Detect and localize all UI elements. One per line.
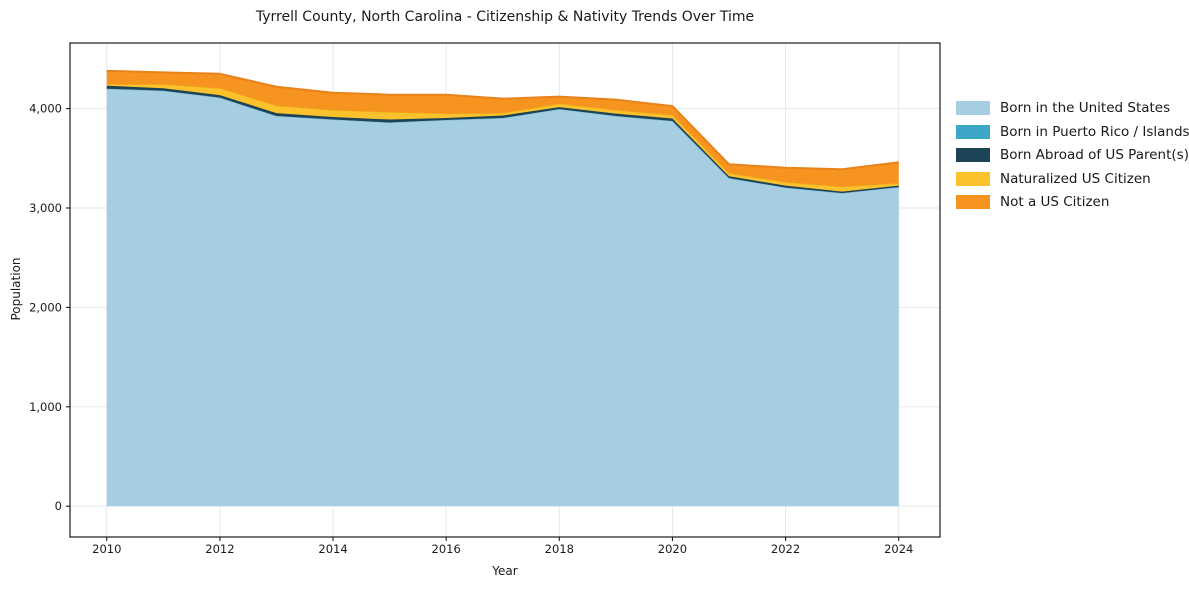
x-tick-label: 2020 [658, 542, 687, 556]
area-naturalized [106, 84, 899, 192]
y-tick-label: 1,000 [29, 400, 62, 414]
x-tick-label: 2018 [545, 542, 574, 556]
legend-swatch-born-us [956, 101, 990, 116]
chart-title: Tyrrell County, North Carolina - Citizen… [255, 9, 755, 25]
y-tick-label: 4,000 [29, 102, 62, 116]
area-not-citizen [106, 70, 899, 187]
plot-frame [69, 42, 941, 538]
y-tick-label: 3,000 [29, 201, 62, 215]
legend-swatch-born-abroad [956, 148, 990, 163]
y-tick-label: 0 [55, 499, 62, 513]
x-tick-label: 2016 [432, 542, 461, 556]
legend-item-born-abroad: Born Abroad of US Parent(s) [956, 147, 1189, 164]
legend-item-not-citizen: Not a US Citizen [956, 194, 1189, 211]
legend-swatch-not-citizen [956, 195, 990, 210]
area-edge-not-citizen [106, 69, 899, 171]
x-tick-label: 2024 [884, 542, 913, 556]
x-tick-label: 2010 [92, 542, 121, 556]
legend-label-born-pr: Born in Puerto Rico / Islands [1000, 123, 1189, 140]
y-axis-label: Population [9, 257, 23, 321]
legend-item-born-us: Born in the United States [956, 100, 1189, 117]
axis-ticks: 2010 2012 2014 2016 2018 2020 2022 2024 0 1,000 2,… [29, 102, 913, 556]
legend-swatch-naturalized [956, 171, 990, 186]
legend-swatch-born-pr [956, 124, 990, 139]
legend-item-naturalized: Naturalized US Citizen [956, 170, 1189, 187]
legend-label-not-citizen: Not a US Citizen [1000, 194, 1110, 211]
x-tick-label: 2022 [771, 542, 800, 556]
legend-label-born-us: Born in the United States [1000, 100, 1171, 117]
x-tick-label: 2012 [205, 542, 234, 556]
x-tick-label: 2014 [318, 542, 347, 556]
area-born-us [106, 88, 899, 507]
y-tick-label: 2,000 [29, 300, 62, 314]
legend-label-naturalized: Naturalized US Citizen [1000, 170, 1151, 187]
stacked-areas [106, 69, 899, 507]
legend-label-born-abroad: Born Abroad of US Parent(s) [1000, 147, 1189, 164]
x-axis-label: Year [492, 564, 518, 578]
legend-item-born-pr: Born in Puerto Rico / Islands [956, 123, 1189, 140]
legend: Born in the United States Born in Puerto… [956, 100, 1189, 211]
